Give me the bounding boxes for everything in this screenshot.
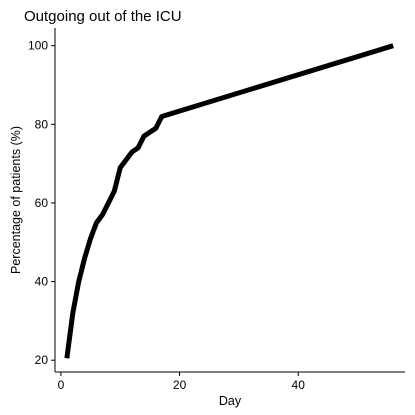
y-tick-label: 100 <box>28 39 48 53</box>
x-tick-label: 0 <box>58 378 65 392</box>
y-tick-label: 80 <box>35 117 49 131</box>
x-axis-ticks: 0 20 40 <box>58 372 306 392</box>
x-tick-label: 40 <box>292 378 306 392</box>
y-axis-title: Percentage of patients (%) <box>9 126 23 274</box>
x-tick-label: 20 <box>173 378 187 392</box>
y-axis-ticks: 20 40 60 80 100 <box>28 39 55 367</box>
y-tick-label: 20 <box>35 353 49 367</box>
chart-title: Outgoing out of the ICU <box>24 8 182 25</box>
y-tick-label: 60 <box>35 196 49 210</box>
x-axis-title: Day <box>219 394 242 408</box>
y-tick-label: 40 <box>35 275 49 289</box>
series-line <box>64 43 394 359</box>
